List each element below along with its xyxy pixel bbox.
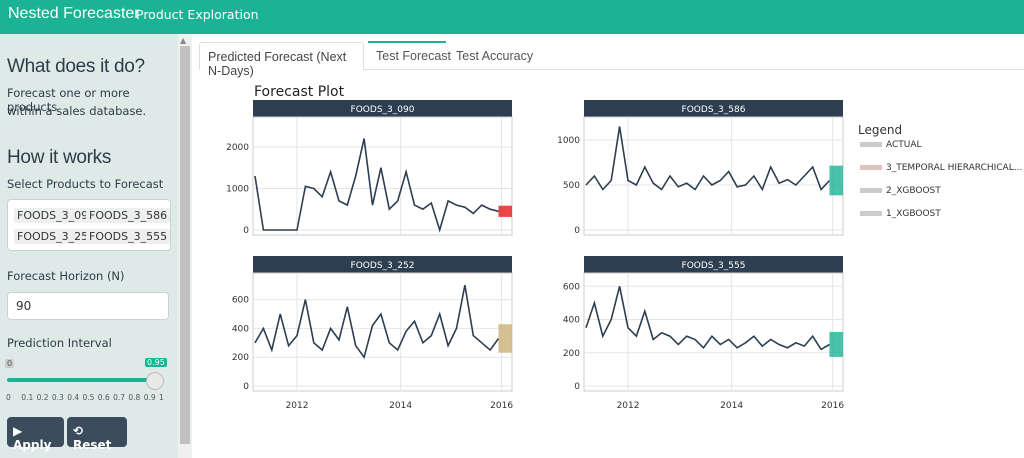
y-tick-label: 0	[574, 382, 580, 392]
tab-test-forecast[interactable]: Test Forecast	[376, 49, 452, 63]
facet-title: FOODS_3_586	[682, 105, 746, 115]
legend-item[interactable]: 1_XGBOOST	[860, 209, 941, 219]
slider-tick: 0.8	[128, 393, 141, 402]
product-select[interactable]: FOODS_3_090 FOODS_3_586 FOODS_3_252 FOOD…	[7, 199, 171, 251]
slider-handle[interactable]	[146, 372, 164, 390]
slider-tick: 0.6	[97, 393, 110, 402]
slider-tick: 0.2	[36, 393, 49, 402]
slider-tick: 0.5	[82, 393, 95, 402]
x-tick-label: 2012	[617, 401, 640, 411]
actual-series-line	[254, 285, 500, 360]
slider-tick: 0	[6, 393, 11, 402]
top-navbar: Nested Forecaster Product Exploration	[0, 0, 1024, 34]
product-chip[interactable]: FOODS_3_252	[14, 229, 99, 244]
legend-label: 3_TEMPORAL HIERARCHICAL...	[886, 163, 1023, 173]
facet-header	[253, 100, 512, 117]
play-icon: ▶	[13, 424, 23, 438]
slider-tick: 0.7	[113, 393, 126, 402]
slider-value-label: 0.95	[145, 358, 167, 367]
actual-series-line	[585, 126, 831, 192]
y-tick-label: 200	[232, 353, 249, 363]
forecast-band	[498, 324, 512, 353]
apply-label: Apply	[13, 438, 52, 452]
scroll-up-icon[interactable]: ▲	[180, 36, 187, 45]
plot-title: Forecast Plot	[254, 84, 345, 100]
slider-tick: 0.9	[143, 393, 156, 402]
legend-label: 1_XGBOOST	[886, 209, 941, 219]
slider-tick: 0.4	[67, 393, 80, 402]
y-tick-label: 0	[574, 226, 580, 236]
y-tick-label: 600	[563, 282, 580, 292]
tab-test-accuracy[interactable]: Test Accuracy	[456, 49, 534, 63]
legend-swatch	[860, 142, 882, 147]
tab-predicted-forecast[interactable]: Predicted Forecast (Next N-Days)	[199, 42, 364, 78]
tab-divider	[199, 69, 1024, 70]
apply-button[interactable]: ▶ Apply	[7, 417, 64, 452]
y-tick-label: 600	[232, 296, 249, 306]
actual-series-line	[585, 286, 830, 351]
legend-item[interactable]: 3_TEMPORAL HIERARCHICAL...	[860, 163, 1022, 173]
x-tick-label: 2014	[720, 401, 743, 411]
refresh-icon: ⟲	[73, 424, 84, 438]
product-chip[interactable]: FOODS_3_555	[86, 229, 171, 244]
plot-panel	[252, 272, 513, 392]
slider-track[interactable]	[7, 378, 159, 382]
legend-title: Legend	[858, 123, 903, 137]
forecast-band	[498, 205, 512, 217]
product-chip[interactable]: FOODS_3_090	[14, 208, 99, 223]
x-tick-label: 2014	[389, 401, 412, 411]
app-title[interactable]: Nested Forecaster	[8, 5, 140, 22]
facet-header	[253, 256, 512, 273]
y-tick-label: 0	[243, 382, 249, 392]
what-text-2: within a sales database.	[7, 104, 147, 118]
facet-header	[584, 256, 843, 273]
interval-label: Prediction Interval	[7, 336, 112, 350]
y-tick-label: 200	[563, 349, 580, 359]
reset-label: Reset	[73, 438, 112, 452]
y-tick-label: 1000	[557, 136, 580, 146]
scrollbar-thumb[interactable]	[180, 46, 190, 444]
actual-series-line	[254, 138, 499, 233]
forecast-band	[829, 165, 843, 196]
how-heading: How it works	[7, 147, 112, 168]
slider-min-label: 0	[5, 359, 15, 368]
legend-swatch	[860, 211, 882, 216]
legend-item[interactable]: ACTUAL	[860, 140, 922, 150]
y-tick-label: 400	[232, 324, 249, 334]
x-tick-label: 2016	[490, 401, 513, 411]
facet-title: FOODS_3_090	[351, 105, 415, 115]
plot-panel	[583, 116, 844, 236]
product-chip[interactable]: FOODS_3_586	[86, 208, 171, 223]
plot-panel	[583, 272, 844, 392]
y-tick-label: 2000	[226, 143, 249, 153]
horizon-input[interactable]: 90	[7, 292, 169, 320]
horizon-label: Forecast Horizon (N)	[7, 269, 125, 283]
x-tick-label: 2016	[821, 401, 844, 411]
nav-product-exploration[interactable]: Product Exploration	[136, 7, 259, 22]
slider-tick: 0.3	[51, 393, 64, 402]
what-text-1: Forecast one or more products	[7, 86, 130, 114]
slider-tick: 1	[159, 393, 164, 402]
what-heading: What does it do?	[7, 56, 145, 77]
slider-tick: 0.1	[21, 393, 34, 402]
y-tick-label: 500	[563, 181, 580, 191]
legend-label: ACTUAL	[886, 140, 922, 150]
legend-item[interactable]: 2_XGBOOST	[860, 186, 941, 196]
forecast-band	[829, 332, 843, 357]
products-label: Select Products to Forecast	[7, 177, 164, 191]
reset-button[interactable]: ⟲ Reset	[67, 417, 127, 452]
legend-label: 2_XGBOOST	[886, 186, 941, 196]
y-tick-label: 400	[563, 316, 580, 326]
legend-swatch	[860, 188, 882, 193]
facet-title: FOODS_3_555	[682, 261, 746, 271]
facet-title: FOODS_3_252	[351, 261, 415, 271]
y-tick-label: 1000	[226, 184, 249, 194]
legend-swatch	[860, 165, 882, 170]
tab-active-indicator	[368, 41, 446, 43]
facet-header	[584, 100, 843, 117]
y-tick-label: 0	[243, 226, 249, 236]
x-tick-label: 2012	[286, 401, 309, 411]
